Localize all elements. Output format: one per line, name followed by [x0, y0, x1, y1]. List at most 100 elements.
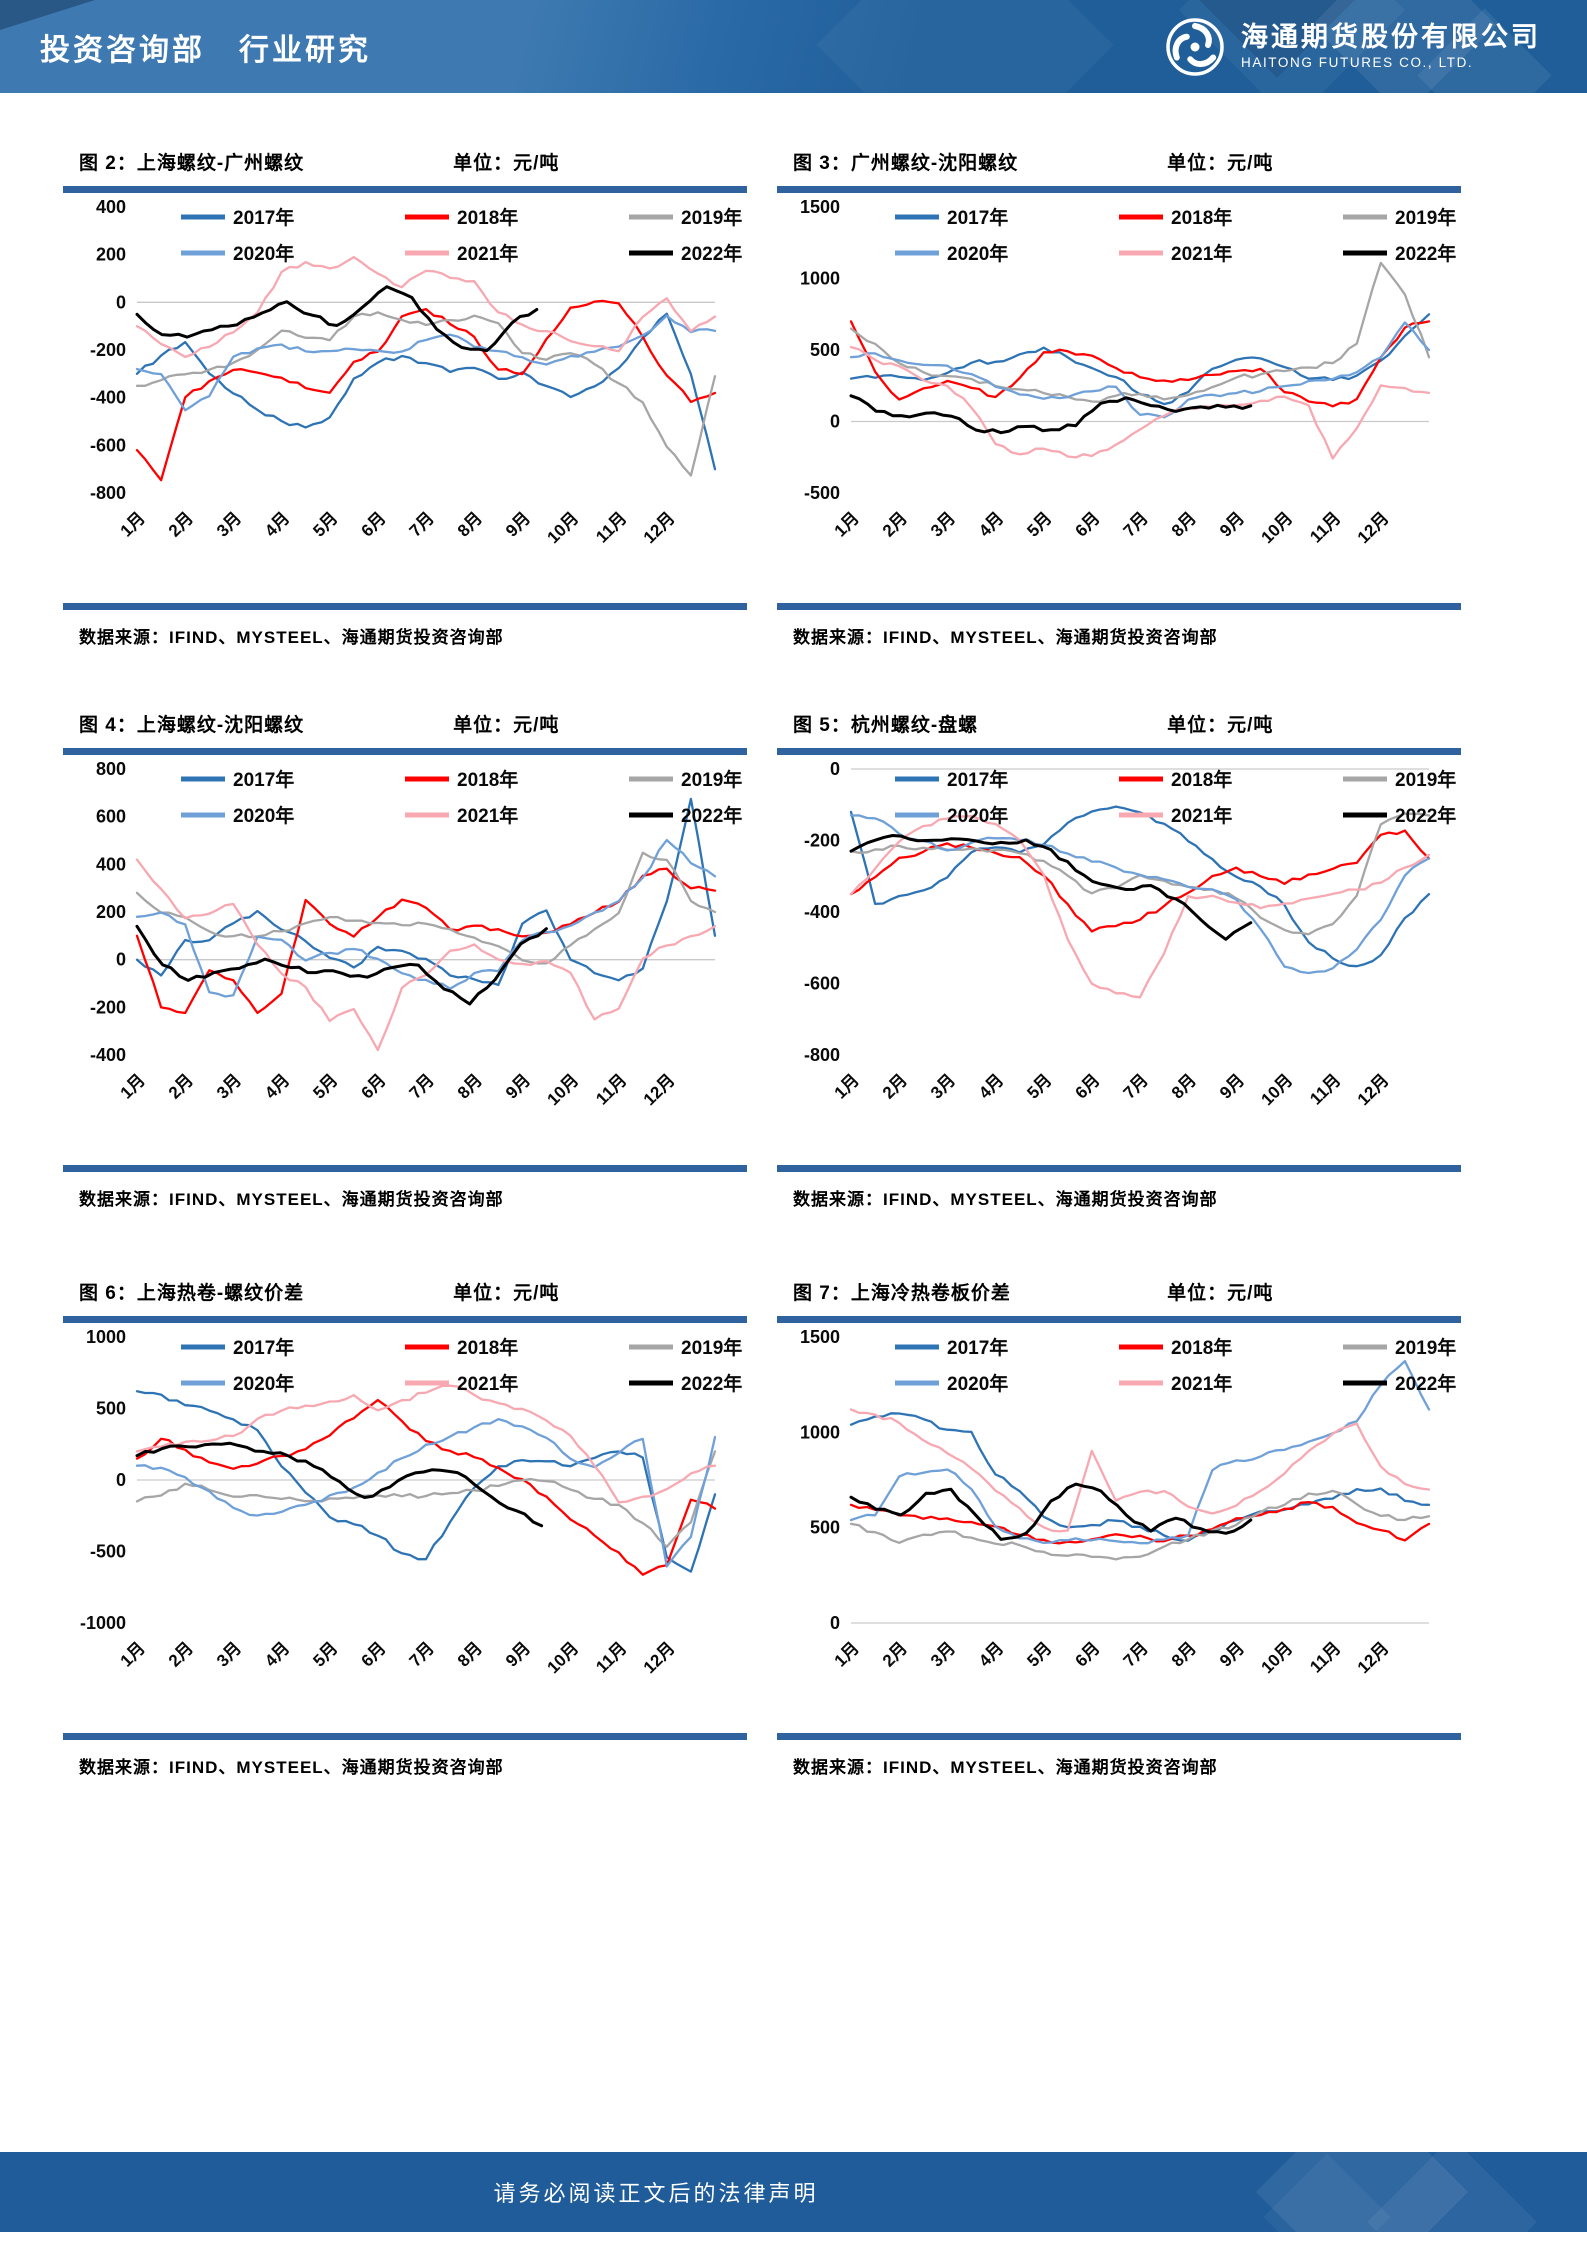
series-2019年 [135, 851, 717, 965]
series-2019年 [135, 1450, 717, 1548]
figure-3-block: 图 3：广州螺纹-沈阳螺纹 单位：元/吨 1500 1000 500 0 -500 1月 2… [777, 148, 1461, 648]
legend-item-2021年: 2021年 [405, 1372, 518, 1395]
x-axis-month-label: 7月 [1120, 1638, 1152, 1670]
legend-item-2018年: 2018年 [405, 768, 518, 791]
x-axis-month-label: 2月 [879, 508, 911, 540]
series-2021年 [135, 255, 717, 359]
x-axis-month-label: 2月 [165, 508, 197, 540]
figure-7-source-note: 数据来源：IFIND、MYSTEEL、海通期货投资咨询部 [793, 1758, 1218, 1777]
y-axis-tick-label: -600 [804, 974, 840, 994]
y-axis-tick-label: -1000 [80, 1613, 126, 1633]
legend-item-2017年: 2017年 [895, 768, 1008, 791]
figure-5-top-rule [777, 748, 1461, 755]
y-axis-tick-label: 1500 [800, 197, 840, 217]
legend-label: 2020年 [947, 242, 1008, 265]
legend-label: 2017年 [947, 768, 1008, 791]
x-axis-month-label: 4月 [261, 508, 293, 540]
figure-4-head: 图 4：上海螺纹-沈阳螺纹 单位：元/吨 [63, 710, 747, 748]
x-axis-month-label: 1月 [117, 508, 149, 540]
page-header: 投资咨询部 行业研究 海通期货股份有限公司 HAITONG FUTURES CO.… [0, 0, 1587, 93]
x-axis-month-label: 10月 [1257, 1070, 1296, 1109]
legend-label: 2020年 [233, 804, 294, 827]
x-axis-month-label: 10月 [543, 508, 582, 547]
figure-6-unit-label: 单位：元/吨 [453, 1283, 560, 1304]
y-axis-tick-label: 0 [116, 292, 126, 312]
series-2021年 [849, 814, 1431, 999]
y-axis-tick-label: 500 [96, 1399, 126, 1419]
x-axis-month-label: 4月 [975, 508, 1007, 540]
x-axis-month-label: 5月 [309, 1070, 341, 1102]
y-axis-tick-label: 1000 [800, 269, 840, 289]
y-axis-tick-label: -800 [804, 1045, 840, 1065]
series-2021年 [135, 1384, 717, 1504]
series-2017年 [135, 1390, 717, 1573]
legend-item-2017年: 2017年 [181, 206, 294, 229]
x-axis-month-label: 12月 [1354, 1638, 1393, 1677]
legend-label: 2022年 [1395, 242, 1456, 265]
legend-label: 2017年 [947, 1336, 1008, 1359]
y-axis-tick-label: 0 [830, 412, 840, 432]
figure-3-head: 图 3：广州螺纹-沈阳螺纹 单位：元/吨 [777, 148, 1461, 186]
legend-item-2022年: 2022年 [1343, 242, 1456, 265]
legend-item-2018年: 2018年 [1119, 206, 1232, 229]
legend-item-2022年: 2022年 [1343, 1372, 1456, 1395]
x-axis-month-label: 12月 [640, 508, 679, 547]
legend-item-2017年: 2017年 [895, 206, 1008, 229]
legend-label: 2018年 [1171, 1336, 1232, 1359]
figure-5-unit-label: 单位：元/吨 [1167, 715, 1274, 736]
series-2022年 [135, 924, 548, 1006]
x-axis-month-label: 9月 [502, 1070, 534, 1102]
legend-label: 2017年 [947, 206, 1008, 229]
y-axis-tick-label: 0 [830, 759, 840, 779]
legend-label: 2021年 [1171, 242, 1232, 265]
legend-label: 2020年 [947, 804, 1008, 827]
legend-item-2022年: 2022年 [629, 804, 742, 827]
legend-label: 2020年 [233, 242, 294, 265]
series-2020年 [849, 814, 1431, 975]
y-axis-tick-label: 600 [96, 807, 126, 827]
x-axis-month-label: 3月 [213, 508, 245, 540]
x-axis-month-label: 3月 [213, 1070, 245, 1102]
legend-label: 2017年 [233, 1336, 294, 1359]
series-2022年 [849, 1482, 1253, 1541]
x-axis-month-label: 11月 [592, 508, 630, 546]
legend-item-2017年: 2017年 [181, 1336, 294, 1359]
figure-3-title: 图 3：广州螺纹-沈阳螺纹 [793, 153, 1019, 174]
x-axis-month-label: 4月 [261, 1638, 293, 1670]
x-axis-month-label: 3月 [213, 1638, 245, 1670]
y-axis-tick-label: -200 [90, 997, 126, 1017]
y-axis-tick-label: 1000 [86, 1327, 126, 1347]
figure-4-source-note: 数据来源：IFIND、MYSTEEL、海通期货投资咨询部 [79, 1190, 504, 1209]
x-axis-month-label: 1月 [831, 1638, 863, 1670]
x-axis-month-label: 9月 [1216, 1070, 1248, 1102]
legend-label: 2021年 [1171, 804, 1232, 827]
x-axis-month-label: 10月 [543, 1638, 582, 1677]
x-axis-month-label: 8月 [1168, 1638, 1200, 1670]
y-axis-tick-label: 1000 [800, 1422, 840, 1442]
x-axis-month-label: 3月 [927, 1070, 959, 1102]
series-2017年 [849, 805, 1431, 968]
y-axis-tick-label: 800 [96, 759, 126, 779]
legend-item-2022年: 2022年 [629, 242, 742, 265]
x-axis-month-label: 8月 [454, 1638, 486, 1670]
legend-label: 2018年 [457, 1336, 518, 1359]
x-axis-month-label: 7月 [1120, 508, 1152, 540]
series-2019年 [849, 1489, 1431, 1561]
legend-label: 2022年 [1395, 1372, 1456, 1395]
figure-3-line-chart: 1500 1000 500 0 -500 1月 2月 3月 4月 5月 6月 7月 8月 9月 10月 11月… [800, 197, 1456, 547]
figure-2-bottom-rule [63, 603, 747, 610]
x-axis-month-label: 11月 [1306, 1638, 1344, 1676]
legend-item-2019年: 2019年 [1343, 206, 1456, 229]
y-axis-tick-label: -200 [804, 831, 840, 851]
x-axis-month-label: 11月 [1306, 508, 1344, 546]
x-axis-month-label: 10月 [1257, 508, 1296, 547]
legend-label: 2021年 [457, 1372, 518, 1395]
figure-4-unit-label: 单位：元/吨 [453, 715, 560, 736]
x-axis-month-label: 1月 [117, 1070, 149, 1102]
x-axis-month-label: 12月 [1354, 1070, 1393, 1109]
y-axis-tick-label: -400 [90, 388, 126, 408]
legend-item-2019年: 2019年 [629, 1336, 742, 1359]
series-2020年 [135, 838, 717, 998]
legend-label: 2018年 [457, 206, 518, 229]
series-2017年 [849, 313, 1431, 406]
